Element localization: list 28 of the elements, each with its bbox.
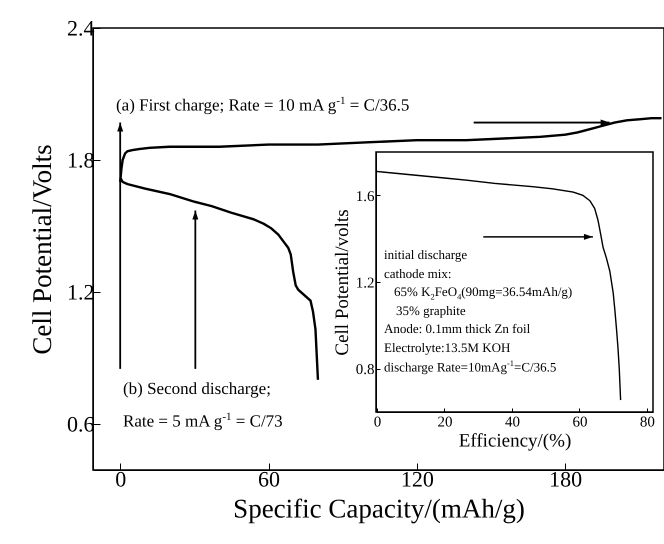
- x-axis-title: Specific Capacity/(mAh/g): [233, 494, 525, 524]
- x-tick-label: 80: [640, 414, 655, 430]
- y-tick-label: 1.6: [356, 188, 375, 205]
- y-tick-label: 2.4: [67, 16, 94, 40]
- annotation: Electrolyte:13.5M KOH: [384, 340, 510, 354]
- annotation: discharge Rate=10mAg$^{-1}$=C/36.5: [384, 358, 556, 374]
- y-axis-title: Cell Potential/volts: [332, 209, 353, 356]
- annotation: initial discharge: [384, 247, 468, 262]
- x-tick-label: 40: [504, 414, 520, 430]
- y-axis-title: Cell Potential/Volts: [27, 144, 57, 355]
- x-tick-label: 60: [258, 466, 280, 492]
- x-tick-label: 120: [400, 466, 434, 492]
- annotation: (b) Second discharge;: [123, 379, 271, 398]
- y-tick-label: 1.2: [67, 279, 94, 304]
- x-axis-title: Efficiency/(%): [458, 430, 572, 452]
- annotation: Rate = 5 mA g$^{-1}$ = C/73: [123, 411, 283, 431]
- x-tick-label: 20: [437, 414, 452, 430]
- annotation: 35% graphite: [396, 302, 466, 318]
- y-tick-label: 1.2: [356, 276, 374, 292]
- x-tick-label: 60: [572, 414, 588, 430]
- annotation: cathode mix:: [384, 266, 452, 280]
- annotation: (a) First charge; Rate = 10 mA g$^{-1}$ = C/36.5: [116, 95, 410, 115]
- x-tick-label: 0: [115, 466, 126, 492]
- y-tick-label: 0.8: [356, 362, 374, 378]
- annotation: Anode: 0.1mm thick Zn foil: [384, 321, 530, 336]
- x-tick-label: 0: [374, 414, 382, 430]
- annotation: 65% K$_{2}$FeO$_{4}$(90mg=36.54mAh/g): [394, 284, 572, 302]
- x-tick-label: 180: [549, 466, 582, 492]
